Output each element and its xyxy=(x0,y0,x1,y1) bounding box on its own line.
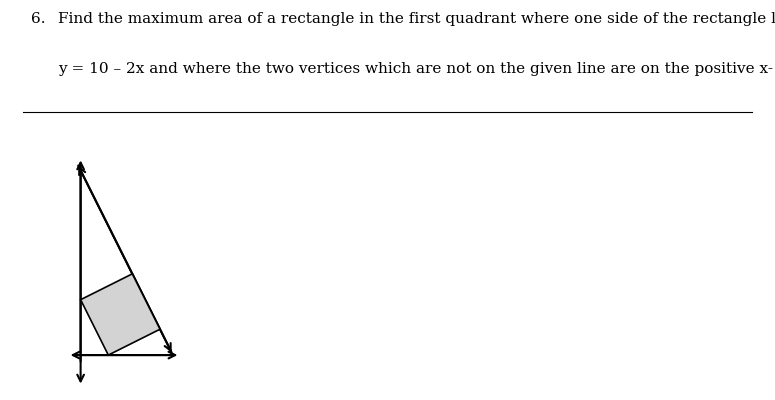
Polygon shape xyxy=(81,274,160,355)
Text: Find the maximum area of a rectangle in the first quadrant where one side of the: Find the maximum area of a rectangle in … xyxy=(58,12,775,26)
Text: y = 10 – 2x and where the two vertices which are not on the given line are on th: y = 10 – 2x and where the two vertices w… xyxy=(58,62,775,76)
Text: 6.: 6. xyxy=(31,12,46,26)
